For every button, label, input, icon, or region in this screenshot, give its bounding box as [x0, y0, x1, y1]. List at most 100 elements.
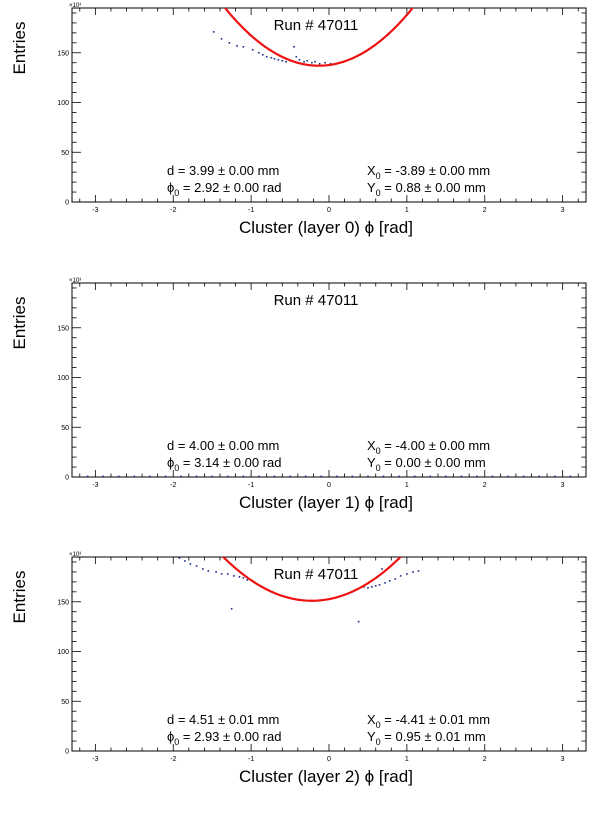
data-point [394, 578, 396, 580]
data-point [311, 61, 313, 64]
y-exponent-label: ×10³ [69, 278, 81, 284]
data-point [270, 56, 273, 59]
x-axis-title-unit: [rad] [374, 767, 413, 786]
y-tick-label: 0 [65, 200, 69, 207]
run-label: Run # 47011 [274, 17, 359, 34]
data-point [303, 60, 305, 63]
fit-stat-top-left: d = 4.00 ± 0.00 mm [167, 438, 279, 453]
y-tick-label: 100 [57, 375, 69, 382]
fit-stat-rest: = 2.93 ± 0.00 rad [179, 729, 281, 744]
data-point [293, 46, 295, 48]
run-label: Run # 47011 [274, 566, 359, 583]
data-point [195, 475, 198, 477]
x-tick-label: 0 [327, 482, 331, 489]
data-point [318, 62, 321, 65]
data-point [189, 563, 192, 565]
fit-curve [223, 8, 415, 67]
x-tick-label: 3 [561, 482, 565, 489]
y-tick-label: 0 [65, 749, 69, 756]
data-point [306, 59, 308, 62]
y-exponent-label: ×10³ [69, 3, 81, 9]
data-point [285, 60, 287, 63]
fit-stat-rest: = 2.92 ± 0.00 rad [179, 180, 281, 195]
fit-stat-rest: ± 0.01 mm [214, 712, 279, 727]
data-point [246, 579, 249, 581]
x-tick-label: -3 [92, 207, 98, 214]
data-point [298, 58, 301, 61]
fit-stat-bottom-right: Y0 = 0.95 ± 0.01 mm [367, 729, 486, 747]
data-point [554, 475, 556, 477]
fit-stat-bottom-left: ϕ0 = 3.14 ± 0.00 rad [167, 455, 281, 473]
fit-stat-main: Y [367, 180, 376, 195]
data-points [178, 557, 420, 623]
x-tick-label: -3 [92, 482, 98, 489]
fit-stat-rest: = -4.41 ± 0.01 mm [381, 712, 490, 727]
data-point [277, 58, 280, 61]
x-axis-title: Cluster (layer 0) ϕ [rad] [239, 218, 413, 237]
fit-stat-main: ϕ [167, 180, 174, 195]
data-point [149, 475, 151, 477]
y-tick-label: 50 [61, 699, 69, 706]
data-point [399, 575, 402, 577]
fit-stat-top-right: X0 = -3.89 ± 0.00 mm [367, 163, 490, 181]
data-point [374, 585, 377, 587]
data-point [371, 586, 373, 588]
x-tick-label: 1 [405, 482, 409, 489]
fit-stat-main: Y [367, 729, 376, 744]
data-point [412, 571, 414, 573]
y-axis-title: Entries [10, 571, 29, 624]
x-axis-title: Cluster (layer 1) ϕ [rad] [239, 493, 413, 512]
data-point [236, 45, 238, 47]
fit-stat-main: ϕ [167, 455, 174, 470]
x-tick-label: 3 [561, 756, 565, 763]
y-axis-title: Entries [10, 22, 29, 75]
y-tick-label: 100 [57, 100, 69, 107]
x-axis-title-phi: ϕ [365, 218, 375, 237]
x-axis-title-phi: ϕ [365, 767, 375, 786]
data-point [238, 576, 241, 578]
data-point [207, 570, 210, 572]
fit-stat-subscript: 0 [376, 171, 381, 181]
data-point [304, 475, 307, 477]
fit-stat-main: X [367, 438, 376, 453]
data-point [289, 475, 291, 477]
data-point [324, 61, 326, 64]
data-point [445, 475, 447, 477]
data-point [320, 475, 323, 477]
data-point [314, 60, 316, 63]
x-tick-label: -1 [248, 207, 254, 214]
fit-stat-bottom-right: Y0 = 0.00 ± 0.00 mm [367, 455, 486, 473]
data-point [215, 571, 217, 573]
data-point [258, 475, 260, 477]
fit-stat-top-left: d = 3.99 ± 0.00 mm [167, 163, 279, 178]
x-axis-title-main: Cluster (layer 0) [239, 218, 365, 237]
data-point [265, 55, 268, 58]
y-tick-label: 150 [57, 599, 69, 606]
fit-stat-main: d = 3.99 [167, 163, 214, 178]
data-point [357, 620, 360, 623]
data-point [202, 568, 204, 570]
fit-stat-subscript: 0 [376, 720, 381, 730]
data-point [413, 475, 416, 477]
x-tick-label: -3 [92, 756, 98, 763]
data-point [295, 55, 298, 58]
data-point [281, 59, 284, 62]
fit-stat-main: X [367, 712, 376, 727]
data-point [251, 48, 254, 51]
y-tick-label: 50 [61, 150, 69, 157]
fit-stat-main: Y [367, 455, 376, 470]
fit-stat-rest: ± 0.00 mm [214, 163, 279, 178]
data-point [378, 584, 381, 586]
x-tick-label: 3 [561, 207, 565, 214]
fit-stat-subscript: 0 [174, 737, 179, 747]
data-point [184, 560, 186, 562]
fit-stat-subscript: 0 [376, 737, 381, 747]
fit-stat-bottom-left: ϕ0 = 2.93 ± 0.00 rad [167, 729, 281, 747]
fit-stat-subscript: 0 [174, 463, 179, 473]
fit-stat-main: X [367, 163, 376, 178]
data-point [569, 475, 572, 477]
fit-stat-main: ϕ [167, 729, 174, 744]
x-tick-label: -1 [248, 482, 254, 489]
